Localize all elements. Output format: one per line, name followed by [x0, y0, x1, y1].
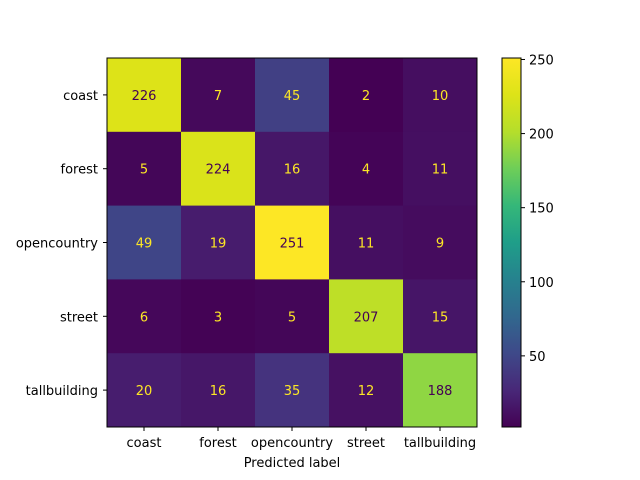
x-axis-label: Predicted label — [244, 456, 341, 471]
heatmap-cell — [329, 131, 404, 207]
y-tick-label: street — [60, 310, 98, 325]
heatmap-cell — [107, 353, 182, 428]
y-tick-label: opencountry — [16, 237, 98, 252]
heatmap-cell — [255, 131, 330, 207]
cell-value: 224 — [206, 163, 231, 178]
heatmap-cell — [329, 205, 404, 280]
heatmap-cell — [403, 58, 478, 133]
x-tick-label: forest — [199, 436, 236, 451]
cell-value: 11 — [358, 237, 375, 252]
cell-value: 3 — [214, 310, 222, 325]
y-axis-ticks: coast forest opencountry street tallbuilding — [16, 89, 107, 399]
heatmap-cell — [255, 58, 330, 133]
cell-value: 15 — [432, 310, 449, 325]
colorbar: 50 100 150 200 250 — [501, 53, 554, 428]
cell-value: 226 — [132, 89, 157, 104]
colorbar-tick-label: 250 — [529, 53, 554, 68]
heatmap-cell — [403, 353, 478, 428]
cell-value: 12 — [358, 384, 375, 399]
heatmap-cell — [181, 131, 256, 207]
x-tick-label: tallbuilding — [404, 436, 476, 451]
cell-value: 16 — [210, 384, 227, 399]
cell-value: 7 — [214, 89, 222, 104]
heatmap-cell — [181, 58, 256, 133]
heatmap-cell — [329, 353, 404, 428]
heatmap-cell — [181, 205, 256, 280]
heatmap-cell — [329, 58, 404, 133]
heatmap-cell — [403, 131, 478, 207]
heatmap-cell — [255, 279, 330, 354]
cell-value: 16 — [284, 163, 301, 178]
cell-value: 11 — [432, 163, 449, 178]
colorbar-tick-label: 100 — [529, 276, 554, 291]
y-tick-label: forest — [61, 163, 98, 178]
cell-value: 207 — [354, 310, 379, 325]
y-tick-label: tallbuilding — [26, 384, 98, 399]
heatmap-cell — [403, 205, 478, 280]
x-tick-label: coast — [127, 436, 162, 451]
heatmap-cells — [107, 58, 478, 428]
heatmap-cell — [255, 353, 330, 428]
cell-value: 49 — [136, 237, 153, 252]
x-axis-ticks: coast forest opencountry street tallbuilding — [127, 427, 476, 451]
x-tick-label: opencountry — [251, 436, 333, 451]
colorbar-ticks: 50 100 150 200 250 — [521, 53, 554, 365]
heatmap-cell — [181, 279, 256, 354]
heatmap-cell — [107, 205, 182, 280]
heatmap-cell — [329, 279, 404, 354]
cell-value: 6 — [140, 310, 148, 325]
colorbar-gradient — [501, 57, 522, 428]
colorbar-tick-label: 150 — [529, 202, 554, 217]
cell-value: 10 — [432, 89, 449, 104]
cell-value: 9 — [436, 237, 444, 252]
colorbar-tick-label: 50 — [529, 350, 546, 365]
y-tick-label: coast — [63, 89, 98, 104]
colorbar-tick-label: 200 — [529, 128, 554, 143]
heatmap-cell — [403, 279, 478, 354]
cell-value: 5 — [140, 163, 148, 178]
cell-value: 35 — [284, 384, 301, 399]
cell-value: 188 — [428, 384, 453, 399]
cell-value: 5 — [288, 310, 296, 325]
heatmap-cell — [107, 279, 182, 354]
cell-value: 2 — [362, 89, 370, 104]
heatmap-cell — [255, 205, 330, 280]
heatmap-cell — [181, 353, 256, 428]
cell-value: 251 — [280, 237, 305, 252]
cell-value: 4 — [362, 163, 370, 178]
cell-value: 45 — [284, 89, 301, 104]
heatmap-cell — [107, 58, 182, 133]
heatmap-cell — [107, 131, 182, 207]
cell-value: 19 — [210, 237, 227, 252]
x-tick-label: street — [347, 436, 385, 451]
cell-value: 20 — [136, 384, 153, 399]
